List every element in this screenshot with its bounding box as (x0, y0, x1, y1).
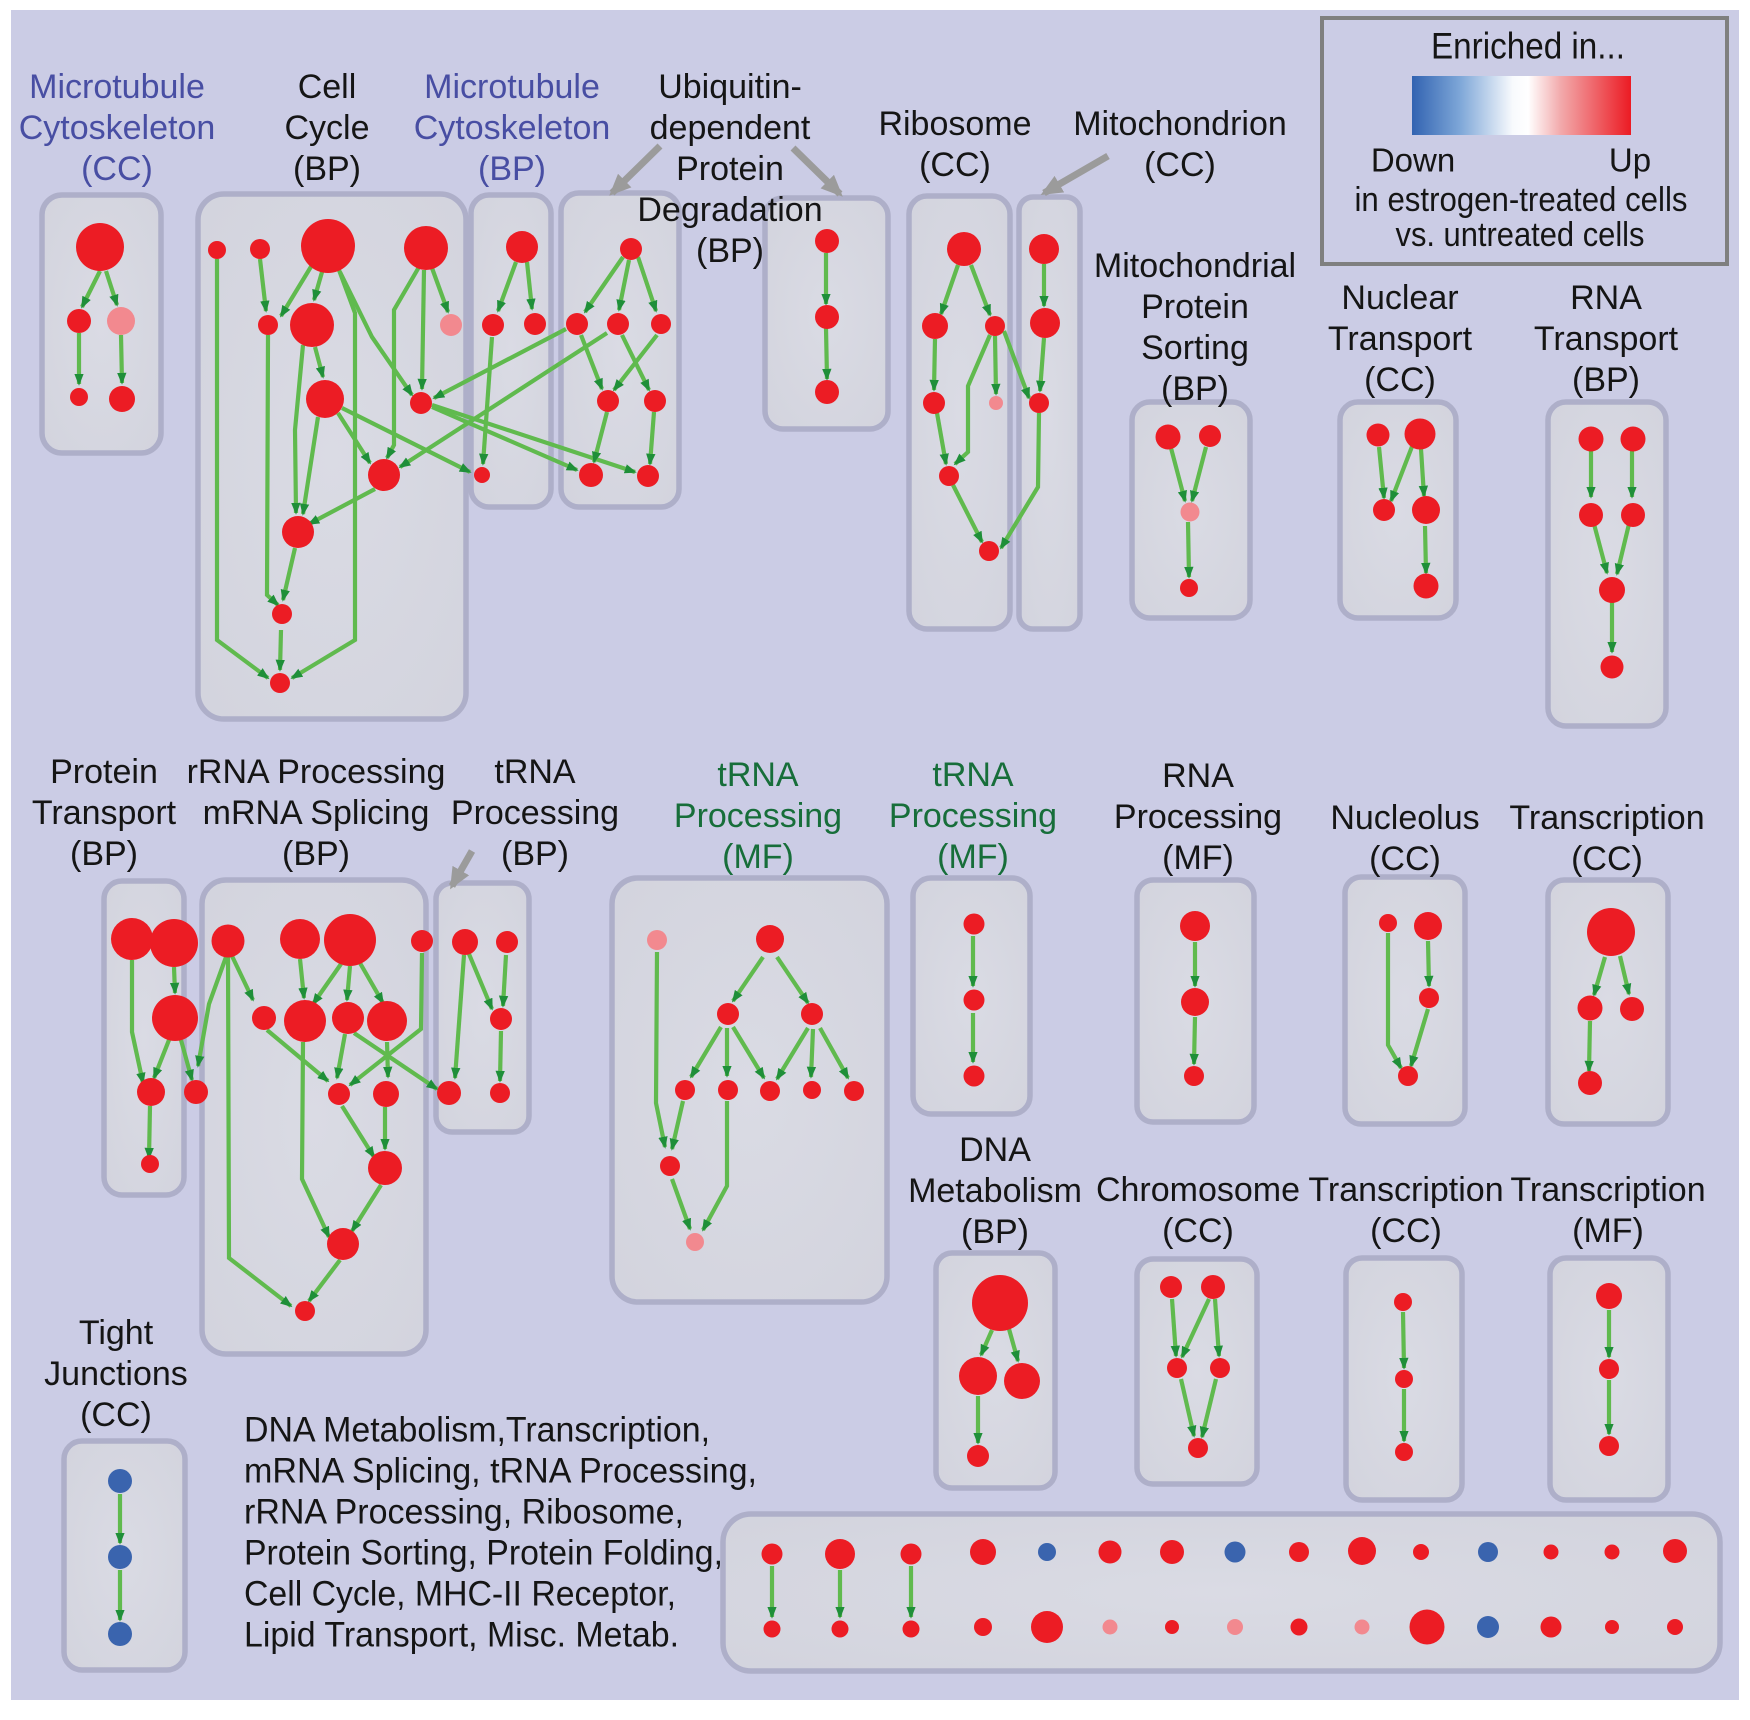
svg-text:(BP): (BP) (293, 150, 361, 188)
svg-text:Metabolism: Metabolism (908, 1172, 1082, 1210)
svg-text:RNA: RNA (1570, 279, 1642, 317)
svg-text:vs. untreated cells: vs. untreated cells (1396, 216, 1645, 254)
svg-text:Transport: Transport (32, 794, 177, 832)
svg-text:Cell: Cell (298, 68, 357, 106)
svg-text:Mitochondrion: Mitochondrion (1073, 105, 1287, 143)
svg-text:Transcription: Transcription (1308, 1171, 1503, 1209)
svg-text:(MF): (MF) (937, 838, 1009, 876)
svg-text:Cell Cycle, MHC-II Receptor,: Cell Cycle, MHC-II Receptor, (244, 1575, 676, 1614)
svg-text:Microtubule: Microtubule (424, 68, 600, 106)
svg-text:(CC): (CC) (1162, 1212, 1234, 1250)
svg-text:(BP): (BP) (501, 835, 569, 873)
svg-text:Junctions: Junctions (44, 1355, 188, 1393)
svg-text:(BP): (BP) (478, 150, 546, 188)
svg-text:(MF): (MF) (1162, 839, 1234, 877)
svg-text:(CC): (CC) (1369, 840, 1441, 878)
svg-text:mRNA Splicing: mRNA Splicing (203, 794, 430, 832)
svg-text:Chromosome: Chromosome (1096, 1171, 1300, 1209)
svg-text:Processing: Processing (451, 794, 619, 832)
svg-text:Degradation: Degradation (637, 191, 822, 229)
svg-text:(CC): (CC) (1571, 840, 1643, 878)
svg-text:(CC): (CC) (1144, 146, 1216, 184)
svg-text:(BP): (BP) (1572, 361, 1640, 399)
svg-text:Lipid Transport, Misc. Metab.: Lipid Transport, Misc. Metab. (244, 1616, 679, 1655)
svg-text:(BP): (BP) (282, 835, 350, 873)
svg-text:Tight: Tight (79, 1314, 154, 1352)
svg-text:(MF): (MF) (1572, 1212, 1644, 1250)
svg-text:Up: Up (1609, 142, 1651, 179)
svg-text:Transcription: Transcription (1509, 799, 1704, 837)
svg-text:Microtubule: Microtubule (29, 68, 205, 106)
svg-text:DNA: DNA (959, 1131, 1031, 1169)
svg-text:Sorting: Sorting (1141, 329, 1249, 367)
svg-text:Nucleolus: Nucleolus (1330, 799, 1479, 837)
svg-text:(CC): (CC) (80, 1396, 152, 1434)
svg-text:Processing: Processing (674, 797, 842, 835)
svg-text:Cycle: Cycle (284, 109, 369, 147)
svg-text:rRNA Processing: rRNA Processing (187, 753, 446, 791)
svg-text:Mitochondrial: Mitochondrial (1094, 247, 1296, 285)
svg-text:Protein Sorting, Protein Foldi: Protein Sorting, Protein Folding, (244, 1534, 723, 1573)
svg-text:Down: Down (1371, 142, 1455, 179)
svg-text:(BP): (BP) (1161, 370, 1229, 408)
svg-text:mRNA Splicing, tRNA Processing: mRNA Splicing, tRNA Processing, (244, 1452, 757, 1491)
svg-text:Ubiquitin-: Ubiquitin- (658, 68, 802, 106)
svg-text:tRNA: tRNA (932, 756, 1014, 794)
svg-text:Enriched in...: Enriched in... (1431, 26, 1625, 67)
svg-text:(BP): (BP) (696, 232, 764, 270)
svg-text:(BP): (BP) (961, 1213, 1029, 1251)
svg-text:Transport: Transport (1328, 320, 1473, 358)
svg-text:(CC): (CC) (81, 150, 153, 188)
svg-text:tRNA: tRNA (717, 756, 799, 794)
svg-text:Nuclear: Nuclear (1341, 279, 1458, 317)
svg-text:Processing: Processing (889, 797, 1057, 835)
svg-text:Cytoskeleton: Cytoskeleton (19, 109, 216, 147)
svg-text:(MF): (MF) (722, 838, 794, 876)
svg-text:(BP): (BP) (70, 835, 138, 873)
svg-text:Ribosome: Ribosome (878, 105, 1031, 143)
svg-text:Processing: Processing (1114, 798, 1282, 836)
svg-text:Transport: Transport (1534, 320, 1679, 358)
svg-text:DNA Metabolism,Transcription,: DNA Metabolism,Transcription, (244, 1411, 710, 1450)
svg-text:rRNA Processing, Ribosome,: rRNA Processing, Ribosome, (244, 1493, 684, 1532)
svg-text:Protein: Protein (676, 150, 784, 188)
svg-text:Protein: Protein (1141, 288, 1249, 326)
svg-text:Protein: Protein (50, 753, 158, 791)
svg-text:(CC): (CC) (919, 146, 991, 184)
svg-text:Cytoskeleton: Cytoskeleton (414, 109, 611, 147)
svg-text:(CC): (CC) (1370, 1212, 1442, 1250)
svg-text:dependent: dependent (650, 109, 811, 147)
svg-text:Transcription: Transcription (1510, 1171, 1705, 1209)
svg-text:RNA: RNA (1162, 757, 1234, 795)
svg-text:tRNA: tRNA (494, 753, 576, 791)
svg-text:in estrogen-treated cells: in estrogen-treated cells (1355, 181, 1688, 219)
svg-text:(CC): (CC) (1364, 361, 1436, 399)
